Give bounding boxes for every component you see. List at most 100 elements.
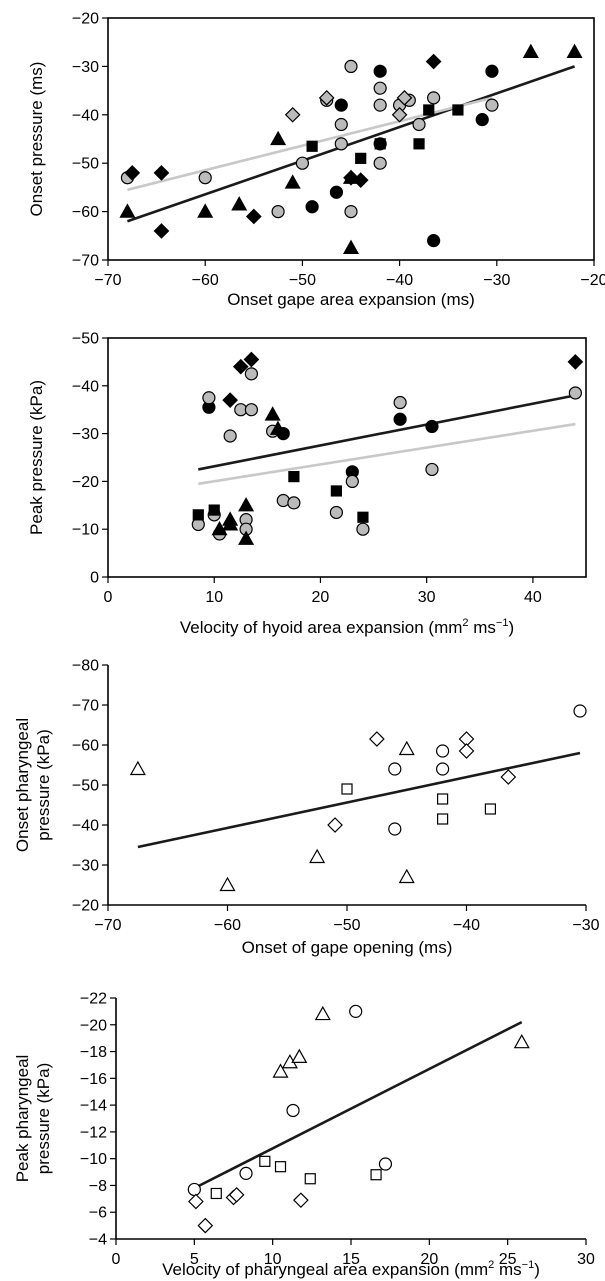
circle-point [286,1103,300,1118]
x-tick-label: 40 [524,589,542,606]
circle-point [425,419,439,434]
x-tick-label: −40 [386,272,413,289]
x-tick-label: 10 [264,1251,282,1268]
square-point [288,471,300,483]
diamond-point [228,1186,245,1203]
circle-point [388,762,402,776]
circle-point [427,91,441,105]
y-tick-label: −40 [72,107,99,124]
x-tick-label: 30 [577,1251,595,1268]
x-tick-label: 25 [499,1251,517,1268]
x-tick-label: 0 [112,1251,121,1268]
square-point [274,1161,287,1173]
diamond-point [153,223,170,239]
circle-point [475,113,489,127]
x-tick-label: −50 [333,917,360,934]
y-tick-label: −60 [72,738,99,755]
diamond-point [232,358,249,375]
x-tick-label: 0 [104,589,113,606]
y-tick-label: −20 [72,474,99,491]
x-axis-title: Onset of gape opening (ms) [242,938,453,957]
x-axis-title: Velocity of hyoid area expansion (mm2 ms… [180,617,514,637]
x-tick-label: −30 [572,917,599,934]
square-point [484,803,496,815]
circle-point [334,137,348,151]
square-point [413,138,425,150]
circle-point [187,1182,201,1197]
circle-point [198,171,212,185]
diamond-point [352,172,369,188]
y-tick-label: −40 [72,818,99,835]
triangle-point [264,406,281,421]
square-point [306,140,318,152]
x-tick-label: 15 [342,1251,360,1268]
triangle-point [231,196,248,211]
y-tick-label: −20 [80,1017,107,1034]
square-point [192,509,204,521]
triangle-point [513,1033,530,1049]
circle-point [378,1157,393,1171]
panel-a: −70 −60 −50 −40 −30 −20 −70 −60 −50 −40 −30 −20 Onse… [27,11,605,310]
circle-point [239,1166,253,1180]
y-tick-label: −10 [80,1151,107,1168]
plot-frame [107,337,587,578]
circle-point [436,744,450,758]
triangle-point [398,868,415,884]
circle-point [568,386,582,400]
circle-point [393,395,407,410]
y-tick-label: −30 [72,59,99,76]
diamond-point [396,90,413,106]
circle-point [425,462,439,477]
y-tick-label: −22 [80,991,107,1008]
x-tick-label: −70 [94,272,121,289]
diamond-point [284,106,301,123]
y-tick-label: −8 [89,1178,107,1195]
x-tick-label: 20 [420,1251,438,1268]
triangle-point [272,1063,289,1078]
square-point [423,104,435,116]
diamond-point [458,743,475,759]
plot-frame [107,17,595,261]
triangle-point [291,1048,308,1064]
y-axis-title: Onset pressure (ms) [27,62,46,217]
triangle-point [238,497,255,512]
diamond-point [245,208,262,225]
triangle-point [309,848,326,864]
diamond-point [197,1217,214,1234]
x-tick-label: 30 [418,589,436,606]
triangle-point [269,420,286,435]
diamond-point [500,769,517,785]
triangle-point [197,203,214,218]
circle-point [573,704,587,718]
panel-b: 0 10 20 30 40 0 −10 −20 −30 −40 −50 Velocity of hyo… [27,331,587,637]
regression-line [198,394,576,471]
x-tick-label: 10 [205,589,223,606]
y-tick-label: −30 [72,858,99,875]
circle-point [373,156,387,170]
diamond-point [188,1193,204,1210]
square-point [370,1169,382,1181]
y-tick-label: −50 [72,778,99,795]
circle-point [244,367,258,381]
diamond-point [369,731,385,747]
panel-c: −70 −60 −50 −40 −30 −20 −30 −40 −50 −60 −70 −80 Onse… [13,658,600,958]
y-axis-title: Peak pressure (kPa) [27,380,46,535]
diamond-point [243,351,260,368]
panel-d: 0 5 10 15 20 25 30 −4 −6 −8 −10 −12 −14 −16 −18 −20 −22 V… [13,991,595,1280]
circle-point [356,522,370,536]
square-point [341,783,353,795]
x-tick-label: −60 [214,917,241,934]
y-tick-label: −18 [80,1044,107,1061]
y-tick-label: −20 [72,898,99,915]
square-point [374,138,386,150]
circle-point [436,762,450,776]
diamond-point [391,106,408,123]
x-tick-label: −30 [483,272,510,289]
circle-point [244,403,258,417]
triangle-point [119,203,136,218]
triangle-point [284,174,301,189]
y-axis-title: Onset pharyngeal [13,718,32,852]
circle-point [295,156,309,170]
square-point [210,1187,222,1200]
